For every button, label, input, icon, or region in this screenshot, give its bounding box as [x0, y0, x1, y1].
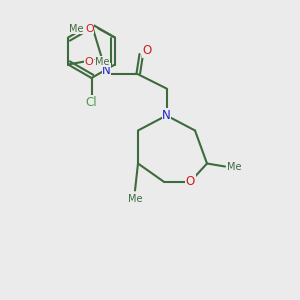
Text: Me: Me	[227, 161, 241, 172]
Text: O: O	[85, 23, 94, 34]
Text: O: O	[142, 44, 152, 58]
Text: Me: Me	[95, 56, 110, 67]
Text: Me: Me	[69, 23, 83, 34]
Text: Me: Me	[128, 194, 142, 205]
Text: N: N	[162, 109, 171, 122]
Text: H: H	[91, 56, 98, 67]
Text: O: O	[186, 175, 195, 188]
Text: Cl: Cl	[86, 95, 97, 109]
Text: N: N	[102, 64, 111, 77]
Text: O: O	[85, 56, 94, 67]
